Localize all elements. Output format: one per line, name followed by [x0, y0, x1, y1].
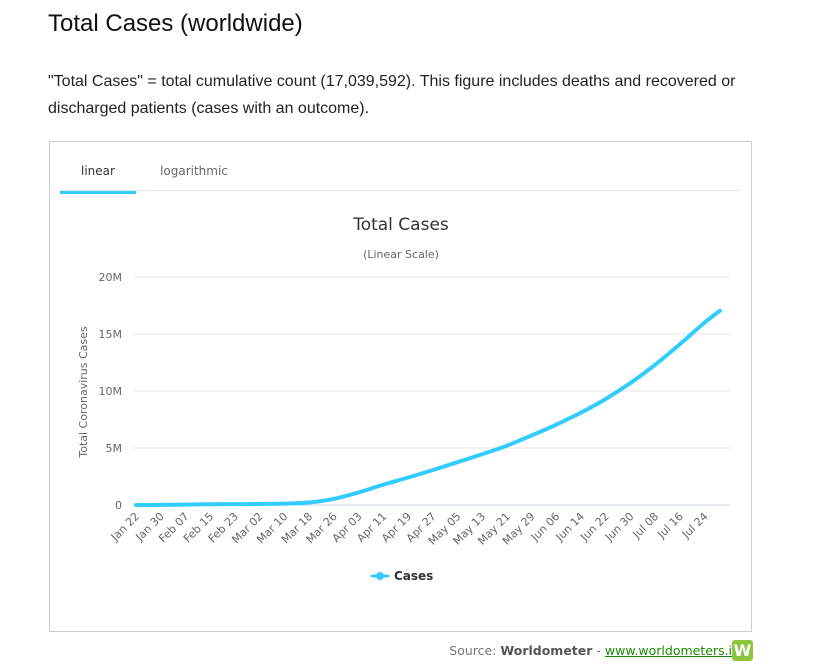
legend-marker-cases — [376, 572, 384, 580]
y-tick-label: 0 — [115, 499, 122, 512]
source-prefix: Source: — [449, 643, 501, 658]
series-line-cases[interactable] — [134, 308, 722, 507]
active-tab-indicator — [60, 191, 136, 194]
x-tick-label: Jul 08 — [630, 510, 662, 542]
source-brand: Worldometer — [500, 643, 593, 658]
chart-panel: linear logarithmic Total Cases (Linear S… — [49, 141, 752, 632]
chart-title: Total Cases — [352, 215, 449, 235]
chart-subtitle: (Linear Scale) — [363, 248, 439, 261]
source-link[interactable]: www.worldometers.info — [604, 643, 752, 658]
page-heading: Total Cases (worldwide) — [48, 10, 303, 37]
chart-legend[interactable]: Cases — [370, 569, 433, 583]
x-tick-label: Jul 16 — [654, 510, 686, 542]
tab-linear-label: linear — [81, 164, 115, 178]
source-separator: - — [592, 643, 605, 658]
y-axis-ticks: 0 5M 10M 15M 20M — [99, 271, 123, 512]
worldometer-logo-icon[interactable]: W — [732, 640, 753, 661]
series-layer — [134, 308, 722, 507]
tab-logarithmic[interactable]: logarithmic — [156, 142, 232, 191]
y-tick-label: 5M — [106, 442, 123, 455]
scale-tabs: linear logarithmic — [60, 142, 740, 194]
tab-logarithmic-label: logarithmic — [160, 164, 228, 178]
source-attribution: Source: Worldometer - www.worldometers.i… — [449, 643, 752, 658]
y-tick-label: 15M — [99, 328, 123, 341]
y-axis-label: Total Coronavirus Cases — [77, 326, 90, 459]
x-tick-label: Jul 24 — [679, 510, 711, 542]
legend-label-cases: Cases — [394, 569, 433, 583]
tab-linear[interactable]: linear — [60, 142, 136, 194]
page-description: "Total Cases" = total cumulative count (… — [48, 73, 736, 117]
total-cases-chart: Total Cases (Linear Scale) Total Coronav… — [77, 215, 730, 583]
y-tick-label: 10M — [99, 385, 123, 398]
y-tick-label: 20M — [99, 271, 123, 284]
logo-letter: W — [733, 641, 752, 660]
